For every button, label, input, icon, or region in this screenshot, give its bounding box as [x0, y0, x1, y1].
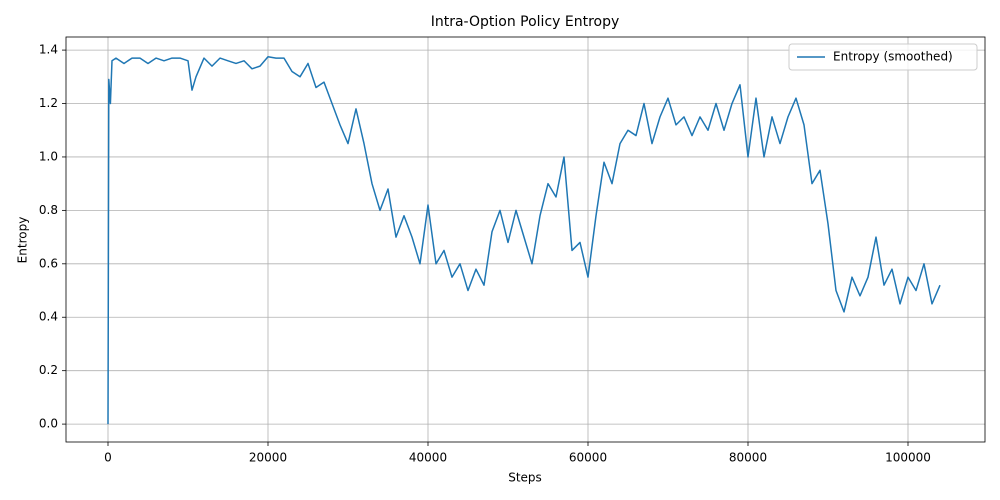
y-tick-label: 1.4	[39, 43, 58, 57]
x-tick-label: 20000	[249, 451, 287, 465]
y-tick-label: 0.2	[39, 363, 58, 377]
x-axis-label: Steps	[508, 471, 542, 485]
x-tick-label: 60000	[569, 451, 607, 465]
data-line	[107, 56, 941, 425]
y-tick-label: 1.2	[39, 96, 58, 110]
y-axis-label: Entropy	[16, 217, 30, 264]
y-tick-label: 0.4	[39, 310, 58, 324]
x-tick-label: 100000	[885, 451, 931, 465]
chart-title: Intra-Option Policy Entropy	[431, 14, 620, 30]
x-tick-label: 0	[104, 451, 112, 465]
plot-frame	[65, 36, 986, 443]
x-tick-label: 40000	[409, 451, 447, 465]
y-tick-label: 0.0	[39, 417, 58, 431]
y-tick-label: 0.6	[39, 256, 58, 270]
legend-label: Entropy (smoothed)	[833, 50, 953, 64]
y-tick-label: 0.8	[39, 203, 58, 217]
legend-box	[788, 43, 978, 71]
y-tick-label: 1.0	[39, 149, 58, 163]
x-tick-label: 80000	[729, 451, 767, 465]
